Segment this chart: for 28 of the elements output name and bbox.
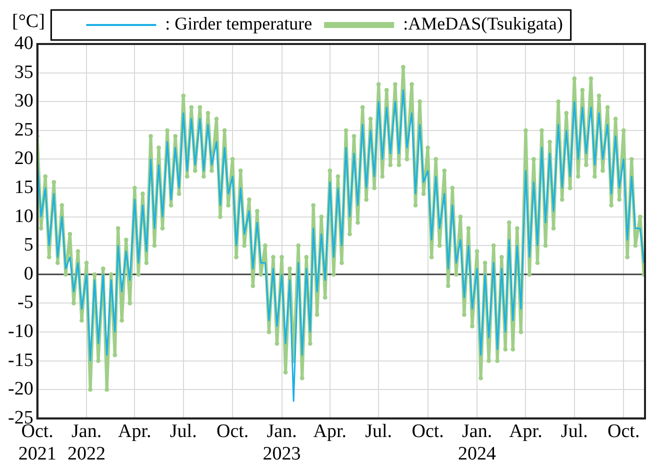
y-tick-label: -20 (8, 378, 34, 400)
x-tick-label: Apr. (313, 420, 347, 442)
y-tick-label: -15 (8, 350, 34, 371)
y-tick-label: 0 (24, 263, 34, 284)
x-tick-label: Jul. (170, 420, 197, 442)
legend-label: : Girder temperature (165, 14, 312, 34)
y-tick-label: 5 (24, 234, 34, 256)
x-tick-label: Apr. (118, 420, 152, 442)
y-tick-label: 20 (14, 148, 34, 170)
x-tick-label: Jan. 2023 (262, 420, 301, 465)
y-tick-label: 15 (14, 176, 34, 198)
y-tick-label: 40 (14, 32, 34, 54)
y-tick-label: 10 (14, 206, 34, 227)
y-tick-label: 35 (14, 62, 34, 83)
x-tick-label: Oct. (216, 420, 249, 442)
x-tick-label: Apr. (509, 420, 542, 442)
y-tick-label: -5 (18, 292, 34, 314)
x-tick-label: Jul. (365, 420, 392, 442)
y-tick-label: 25 (14, 119, 34, 140)
y-tick-label: 30 (14, 90, 34, 112)
x-tick-label: Jul. (560, 420, 588, 442)
y-tick-label: -10 (8, 320, 34, 342)
x-tick-label: Oct. (608, 420, 640, 442)
x-tick-label: Oct. (412, 420, 444, 442)
x-tick-label: Jan. 2024 (458, 420, 497, 465)
legend-label: :AMeDAS(Tsukigata) (403, 14, 563, 34)
y-axis-title: [°C] (12, 10, 45, 32)
x-tick-label: Jan. 2022 (68, 420, 106, 465)
